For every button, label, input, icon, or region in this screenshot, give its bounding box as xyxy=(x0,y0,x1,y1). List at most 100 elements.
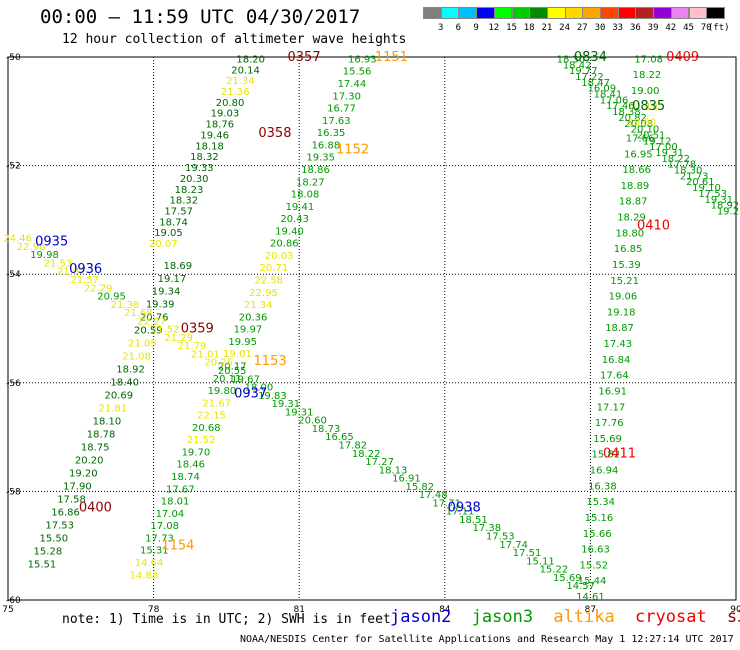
wave-height-value: 18.73 xyxy=(312,424,341,435)
wave-height-value: 19.31 xyxy=(655,148,684,159)
wave-height-value: 18.38 xyxy=(612,107,641,118)
wave-height-value: 16.85 xyxy=(614,244,643,255)
wave-height-value: 18.13 xyxy=(379,465,408,476)
wave-height-value: 18.42 xyxy=(563,60,592,71)
wave-height-value: 21.37 xyxy=(57,267,86,278)
wave-height-value: 22.95 xyxy=(249,288,278,299)
wave-height-value: 15.66 xyxy=(583,529,612,540)
wave-height-value: 18.30 xyxy=(557,54,586,65)
wave-height-value: 21.29 xyxy=(164,333,193,344)
wave-height-value: 15.22 xyxy=(540,565,569,576)
wave-height-value: 18.30 xyxy=(674,166,703,177)
wave-height-value: 18.51 xyxy=(459,515,488,526)
wave-height-value: 14.88 xyxy=(130,570,159,581)
wave-height-value: 17.71 xyxy=(432,498,461,509)
pass-time-label: 0357 xyxy=(288,50,321,65)
footer-note: note: 1) Time is in UTC; 2) SWH is in fe… xyxy=(62,612,391,627)
wave-height-value: 19.39 xyxy=(146,300,175,311)
wave-height-value: 20.08 xyxy=(624,119,653,130)
wave-height-value: 18.89 xyxy=(621,181,650,192)
colorbar-label: 3 xyxy=(437,23,444,33)
satellite-legend: jason2 jason3 altika cryosat s3a xyxy=(390,607,740,627)
wave-height-value: 21.53 xyxy=(44,258,73,269)
y-tick-label: -56 xyxy=(6,379,21,389)
wave-height-value: 15.50 xyxy=(39,533,68,544)
wave-height-value: 17.82 xyxy=(338,440,367,451)
x-tick-label: 78 xyxy=(148,605,160,615)
pass-time-label: 1151 xyxy=(375,50,408,65)
wave-height-value: 14.64 xyxy=(135,558,164,569)
wave-height-value: 22.96 xyxy=(17,242,46,253)
wave-height-value: 15.31 xyxy=(140,546,169,557)
pass-time-label: 0937 xyxy=(234,387,267,402)
y-tick-label: -60 xyxy=(6,596,21,606)
wave-height-value: 19.10 xyxy=(692,183,721,194)
wave-height-value: 18.46 xyxy=(176,460,205,471)
wave-height-value: 18.74 xyxy=(159,217,188,228)
colorbar-swatch xyxy=(706,7,725,19)
wave-height-value: 17.66 xyxy=(626,133,655,144)
wave-height-value: 20.86 xyxy=(270,239,299,250)
wave-height-value: 19.34 xyxy=(152,287,181,298)
wave-height-value: 17.27 xyxy=(365,457,394,468)
wave-height-value: 18.92 xyxy=(711,201,740,212)
wave-height-value: 20.80 xyxy=(216,98,245,109)
wave-height-value: 17.53 xyxy=(486,531,515,542)
colorbar-label: 45 xyxy=(683,23,694,33)
wave-height-value: 21.52 xyxy=(151,325,180,336)
wave-height-value: 19.98 xyxy=(30,250,59,261)
pass-time-label: 0936 xyxy=(69,262,102,277)
wave-height-value: 18.87 xyxy=(619,197,648,208)
wave-height-value: 18.32 xyxy=(170,196,199,207)
wave-height-value: 19.25 xyxy=(717,206,740,217)
wave-height-value: 14.57 xyxy=(566,581,595,592)
wave-height-value: 19.70 xyxy=(182,447,211,458)
wave-height-value: 21.73 xyxy=(680,171,709,182)
wave-height-value: 19.03 xyxy=(211,109,240,120)
legend-jason2: jason2 xyxy=(390,607,452,627)
wave-height-value: 21.57 xyxy=(70,275,99,286)
wave-height-value: 19.80 xyxy=(208,386,237,397)
wave-height-value: 16.88 xyxy=(312,140,341,151)
wave-height-value: 17.51 xyxy=(513,548,542,559)
wave-height-value: 21.79 xyxy=(178,341,207,352)
wave-height-value: 17.74 xyxy=(499,540,528,551)
wave-height-value: 15.56 xyxy=(343,67,372,78)
pass-time-label: 1154 xyxy=(161,539,194,554)
pass-time-label: 0834 xyxy=(574,50,607,65)
wave-height-value: 20.11 xyxy=(213,374,242,385)
wave-height-value: 15.69 xyxy=(593,434,622,445)
wave-height-value: 17.57 xyxy=(164,206,193,217)
wave-height-value: 19.00 xyxy=(631,86,660,97)
legend-s3a: s3a xyxy=(726,607,740,627)
wave-height-value: 19.46 xyxy=(200,130,229,141)
wave-height-value: 19.12 xyxy=(643,136,672,147)
wave-height-value: 20.03 xyxy=(265,251,294,262)
colorbar-label: 6 xyxy=(455,23,462,33)
wave-height-value: 19.01 xyxy=(223,349,252,360)
wave-height-value: 17.04 xyxy=(156,509,185,520)
wave-height-value: 19.33 xyxy=(185,163,214,174)
wave-height-value: 16.63 xyxy=(581,545,610,556)
wave-height-value: 19.97 xyxy=(234,325,263,336)
wave-height-value: 16.65 xyxy=(325,432,354,443)
wave-height-value: 18.78 xyxy=(87,430,116,441)
wave-height-value: 19.83 xyxy=(258,391,287,402)
wave-height-value: 18.27 xyxy=(296,177,325,188)
wave-height-value: 20.59 xyxy=(134,326,163,337)
colorbar-label: 12 xyxy=(488,23,500,33)
wave-height-value: 20.51 xyxy=(637,130,666,141)
wave-height-value: 20.36 xyxy=(239,312,268,323)
wave-height-value: 18.40 xyxy=(110,378,139,389)
wave-height-value: 22.15 xyxy=(197,411,226,422)
wave-height-value: 18.10 xyxy=(93,417,122,428)
x-tick-label: 75 xyxy=(2,605,13,615)
wave-height-value: 19.31 xyxy=(285,407,314,418)
colorbar-label: 18 xyxy=(523,23,535,33)
wave-height-value: 18.22 xyxy=(661,154,690,165)
y-tick-label: -50 xyxy=(6,53,21,63)
wave-height-value: 19.35 xyxy=(306,153,335,164)
wave-height-value: 19.67 xyxy=(231,374,260,385)
pass-time-label: 1152 xyxy=(336,142,369,157)
